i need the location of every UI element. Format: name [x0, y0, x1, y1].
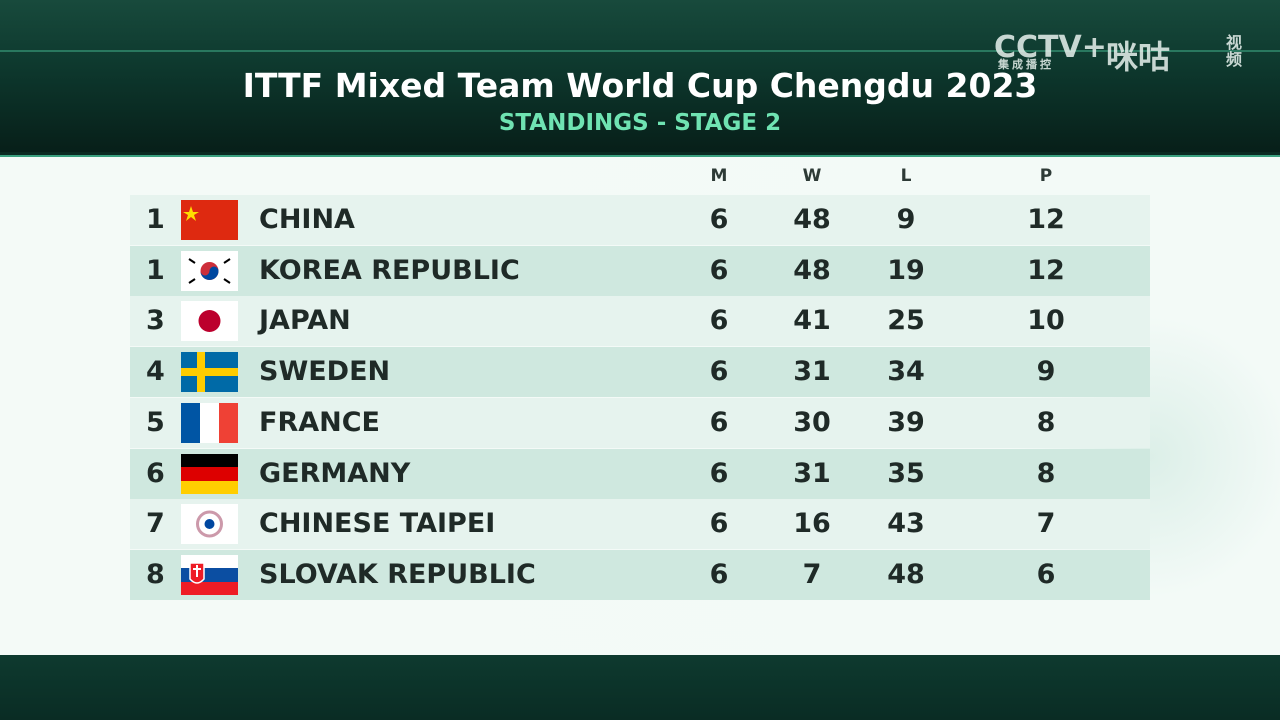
stat: 6: [709, 356, 729, 388]
table-row: 5 FRANCE 6 30 39 8: [130, 397, 1150, 448]
rank: 5: [146, 406, 165, 438]
stat: 12: [1027, 204, 1065, 235]
header-band: [0, 0, 1280, 152]
stat: 8: [1036, 457, 1056, 489]
footer-band: [0, 655, 1280, 720]
stat: 8: [1036, 406, 1056, 438]
flag: [181, 554, 238, 595]
stat: 39: [887, 406, 925, 438]
table-row: 1 CHINA 6 48 9 12: [130, 195, 1150, 245]
column-header: L: [900, 166, 912, 186]
stat: 31: [793, 457, 831, 489]
stat: 12: [1027, 254, 1065, 286]
flag: [181, 200, 238, 240]
team-name: SWEDEN: [259, 356, 391, 388]
stat: 19: [887, 254, 925, 286]
stat: 6: [709, 254, 729, 286]
stat: 30: [793, 406, 831, 438]
team-name: KOREA REPUBLIC: [259, 254, 520, 286]
rank: 7: [146, 508, 165, 540]
table-row: 3 JAPAN 6 41 25 10: [130, 296, 1150, 347]
flag: [181, 352, 238, 393]
migu-sub: 视频: [1226, 33, 1243, 69]
stat: 6: [709, 558, 729, 590]
stat: 41: [793, 305, 831, 337]
team-name: GERMANY: [259, 457, 411, 489]
column-header: W: [802, 166, 822, 186]
flag: [181, 453, 238, 494]
cctv-logo: CCTV+: [994, 30, 1107, 65]
stat: 6: [1036, 558, 1056, 590]
team-name: FRANCE: [259, 406, 380, 438]
stat: 35: [887, 457, 925, 489]
column-header: P: [1039, 166, 1053, 186]
migu-logo: 咪咕: [1106, 38, 1171, 76]
stat: 34: [887, 356, 925, 388]
team-name: CHINESE TAIPEI: [259, 508, 496, 540]
stat: 48: [887, 558, 925, 590]
flag: [181, 402, 238, 443]
stat: 16: [793, 508, 831, 540]
table-row: 7 CHINESE TAIPEI 6 16 43 7: [130, 499, 1150, 550]
cctv-sub: 集成播控: [998, 58, 1054, 71]
flag: [181, 301, 238, 342]
stat: 6: [709, 406, 729, 438]
table-row: 8 SLOVAK REPUBLIC 6 7 48 6: [130, 549, 1150, 600]
rank: 1: [146, 204, 165, 235]
table-row: 4 SWEDEN 6 31 34 9: [130, 347, 1150, 398]
stat: 6: [709, 508, 729, 540]
rank: 1: [146, 254, 165, 286]
stat: 48: [793, 204, 831, 235]
stat: 31: [793, 356, 831, 388]
rank: 6: [146, 457, 165, 489]
subtitle: STANDINGS - STAGE 2: [498, 110, 782, 136]
table-row: 6 GERMANY 6 31 35 8: [130, 448, 1150, 499]
flag: [181, 250, 238, 291]
stat: 7: [802, 558, 822, 590]
team-name: SLOVAK REPUBLIC: [259, 558, 536, 590]
column-header: M: [710, 166, 728, 186]
stat: 7: [1036, 508, 1056, 540]
stat: 9: [896, 204, 916, 235]
team-name: CHINA: [259, 204, 355, 235]
flag: [181, 504, 238, 545]
stat: 6: [709, 457, 729, 489]
stat: 6: [709, 204, 729, 235]
team-name: JAPAN: [259, 305, 351, 337]
title: ITTF Mixed Team World Cup Chengdu 2023: [242, 66, 1038, 105]
stat: 6: [709, 305, 729, 337]
rank: 3: [146, 305, 165, 337]
stat: 25: [887, 305, 925, 337]
stat: 43: [887, 508, 925, 540]
stat: 48: [793, 254, 831, 286]
stat: 10: [1027, 305, 1065, 337]
table-row: 1 KOREA REPUBLIC 6 48 19 12: [130, 245, 1150, 296]
rank: 4: [146, 356, 165, 388]
rank: 8: [146, 558, 165, 590]
stat: 9: [1036, 356, 1056, 388]
